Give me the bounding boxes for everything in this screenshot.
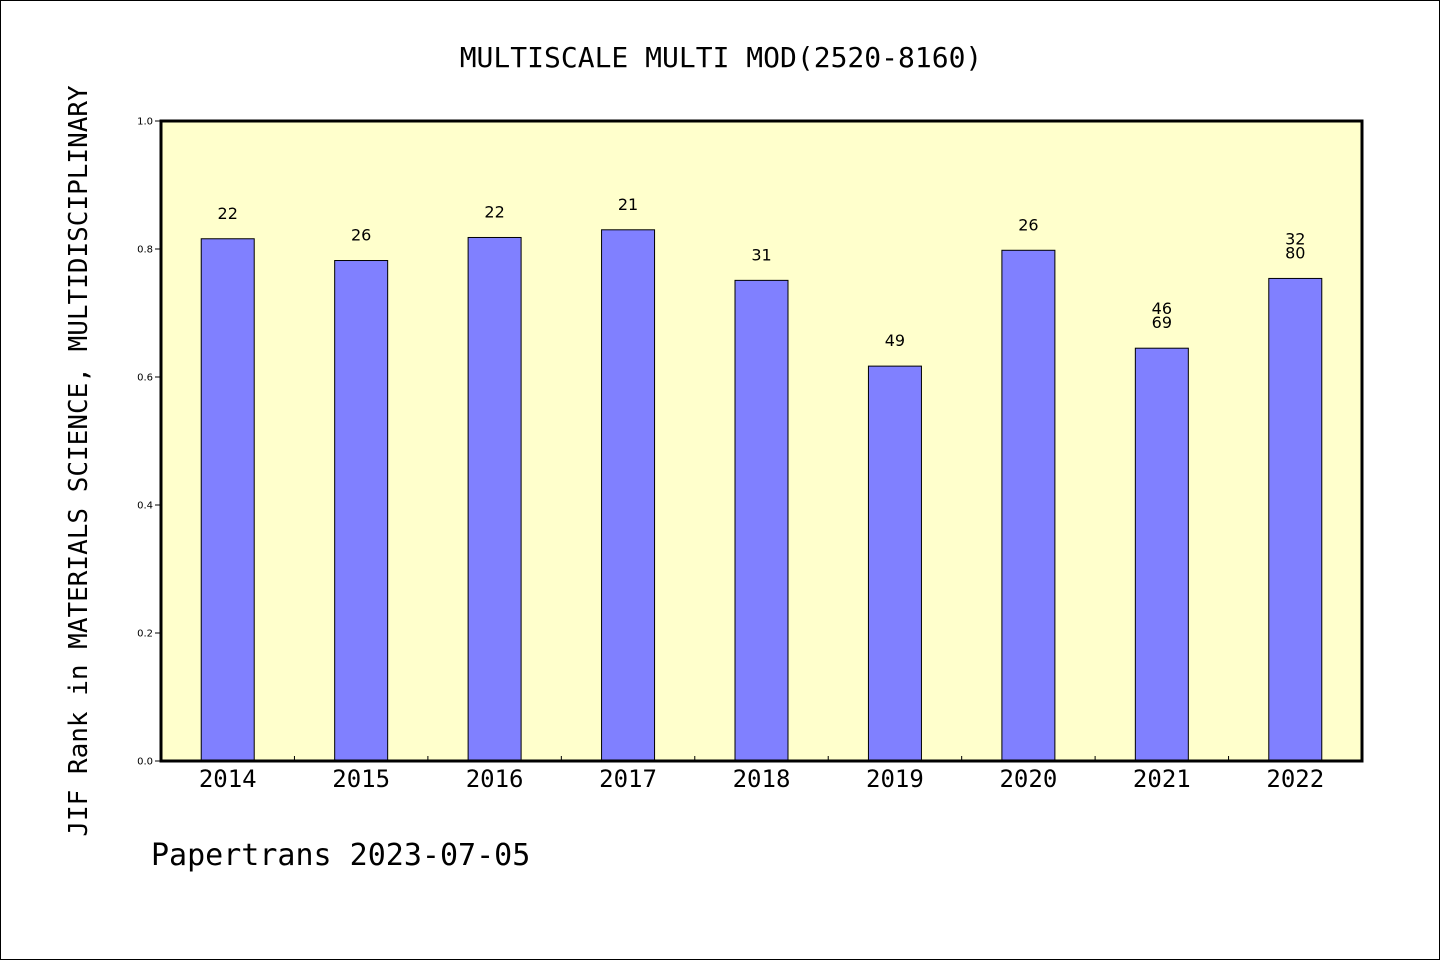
data-label: 49 [885, 331, 905, 350]
data-label: 22 [484, 202, 504, 221]
bar-2022 [1268, 277, 1323, 762]
x-tick-label: 2018 [733, 765, 791, 793]
y-tick-label: 1.0 [137, 117, 153, 128]
data-label: 69 [1152, 313, 1172, 332]
data-label: 22 [218, 204, 238, 223]
x-tick-label: 2015 [332, 765, 390, 793]
y-axis-ticks: 0.0 0.2 0.4 0.6 0.8 1.0 [137, 117, 161, 768]
data-label: 31 [751, 245, 771, 264]
data-label: 46 [1152, 299, 1172, 318]
x-axis-ticks: 2014 2015 2016 2017 2018 2019 2020 2021 2022 [199, 756, 1324, 793]
y-axis-label: JIF Rank in MATERIALS SCIENCE, MULTIDISC… [64, 85, 94, 837]
y-tick-label: 0.0 [137, 757, 153, 768]
bar-2021 [1134, 347, 1189, 762]
x-tick-label: 2016 [466, 765, 524, 793]
data-label: 26 [1018, 215, 1038, 234]
x-tick-label: 2022 [1266, 765, 1324, 793]
y-tick-label: 0.8 [137, 245, 153, 256]
data-label: 26 [351, 226, 371, 245]
y-tick-label: 0.4 [137, 501, 153, 512]
data-label: 80 [1285, 243, 1305, 262]
y-tick-label: 0.2 [137, 629, 153, 640]
bar-2015 [334, 260, 389, 762]
bar-2020 [1001, 249, 1056, 762]
bar-2018 [734, 279, 789, 762]
bar-2016 [467, 236, 522, 762]
x-tick-label: 2014 [199, 765, 257, 793]
data-label: 32 [1285, 229, 1305, 248]
chart-title: MULTISCALE MULTI MOD(2520-8160) [460, 41, 983, 74]
x-tick-label: 2019 [866, 765, 924, 793]
bar-2014 [200, 238, 255, 762]
footer-text: Papertrans 2023-07-05 [151, 838, 530, 873]
data-label: 21 [618, 195, 638, 214]
bars [200, 229, 1323, 762]
y-tick-label: 0.6 [137, 373, 153, 384]
plot-border [159, 119, 1364, 763]
bar-2019 [867, 365, 922, 762]
x-tick-label: 2020 [999, 765, 1057, 793]
x-tick-label: 2017 [599, 765, 657, 793]
bar-2017 [601, 229, 656, 762]
x-tick-label: 2021 [1133, 765, 1191, 793]
